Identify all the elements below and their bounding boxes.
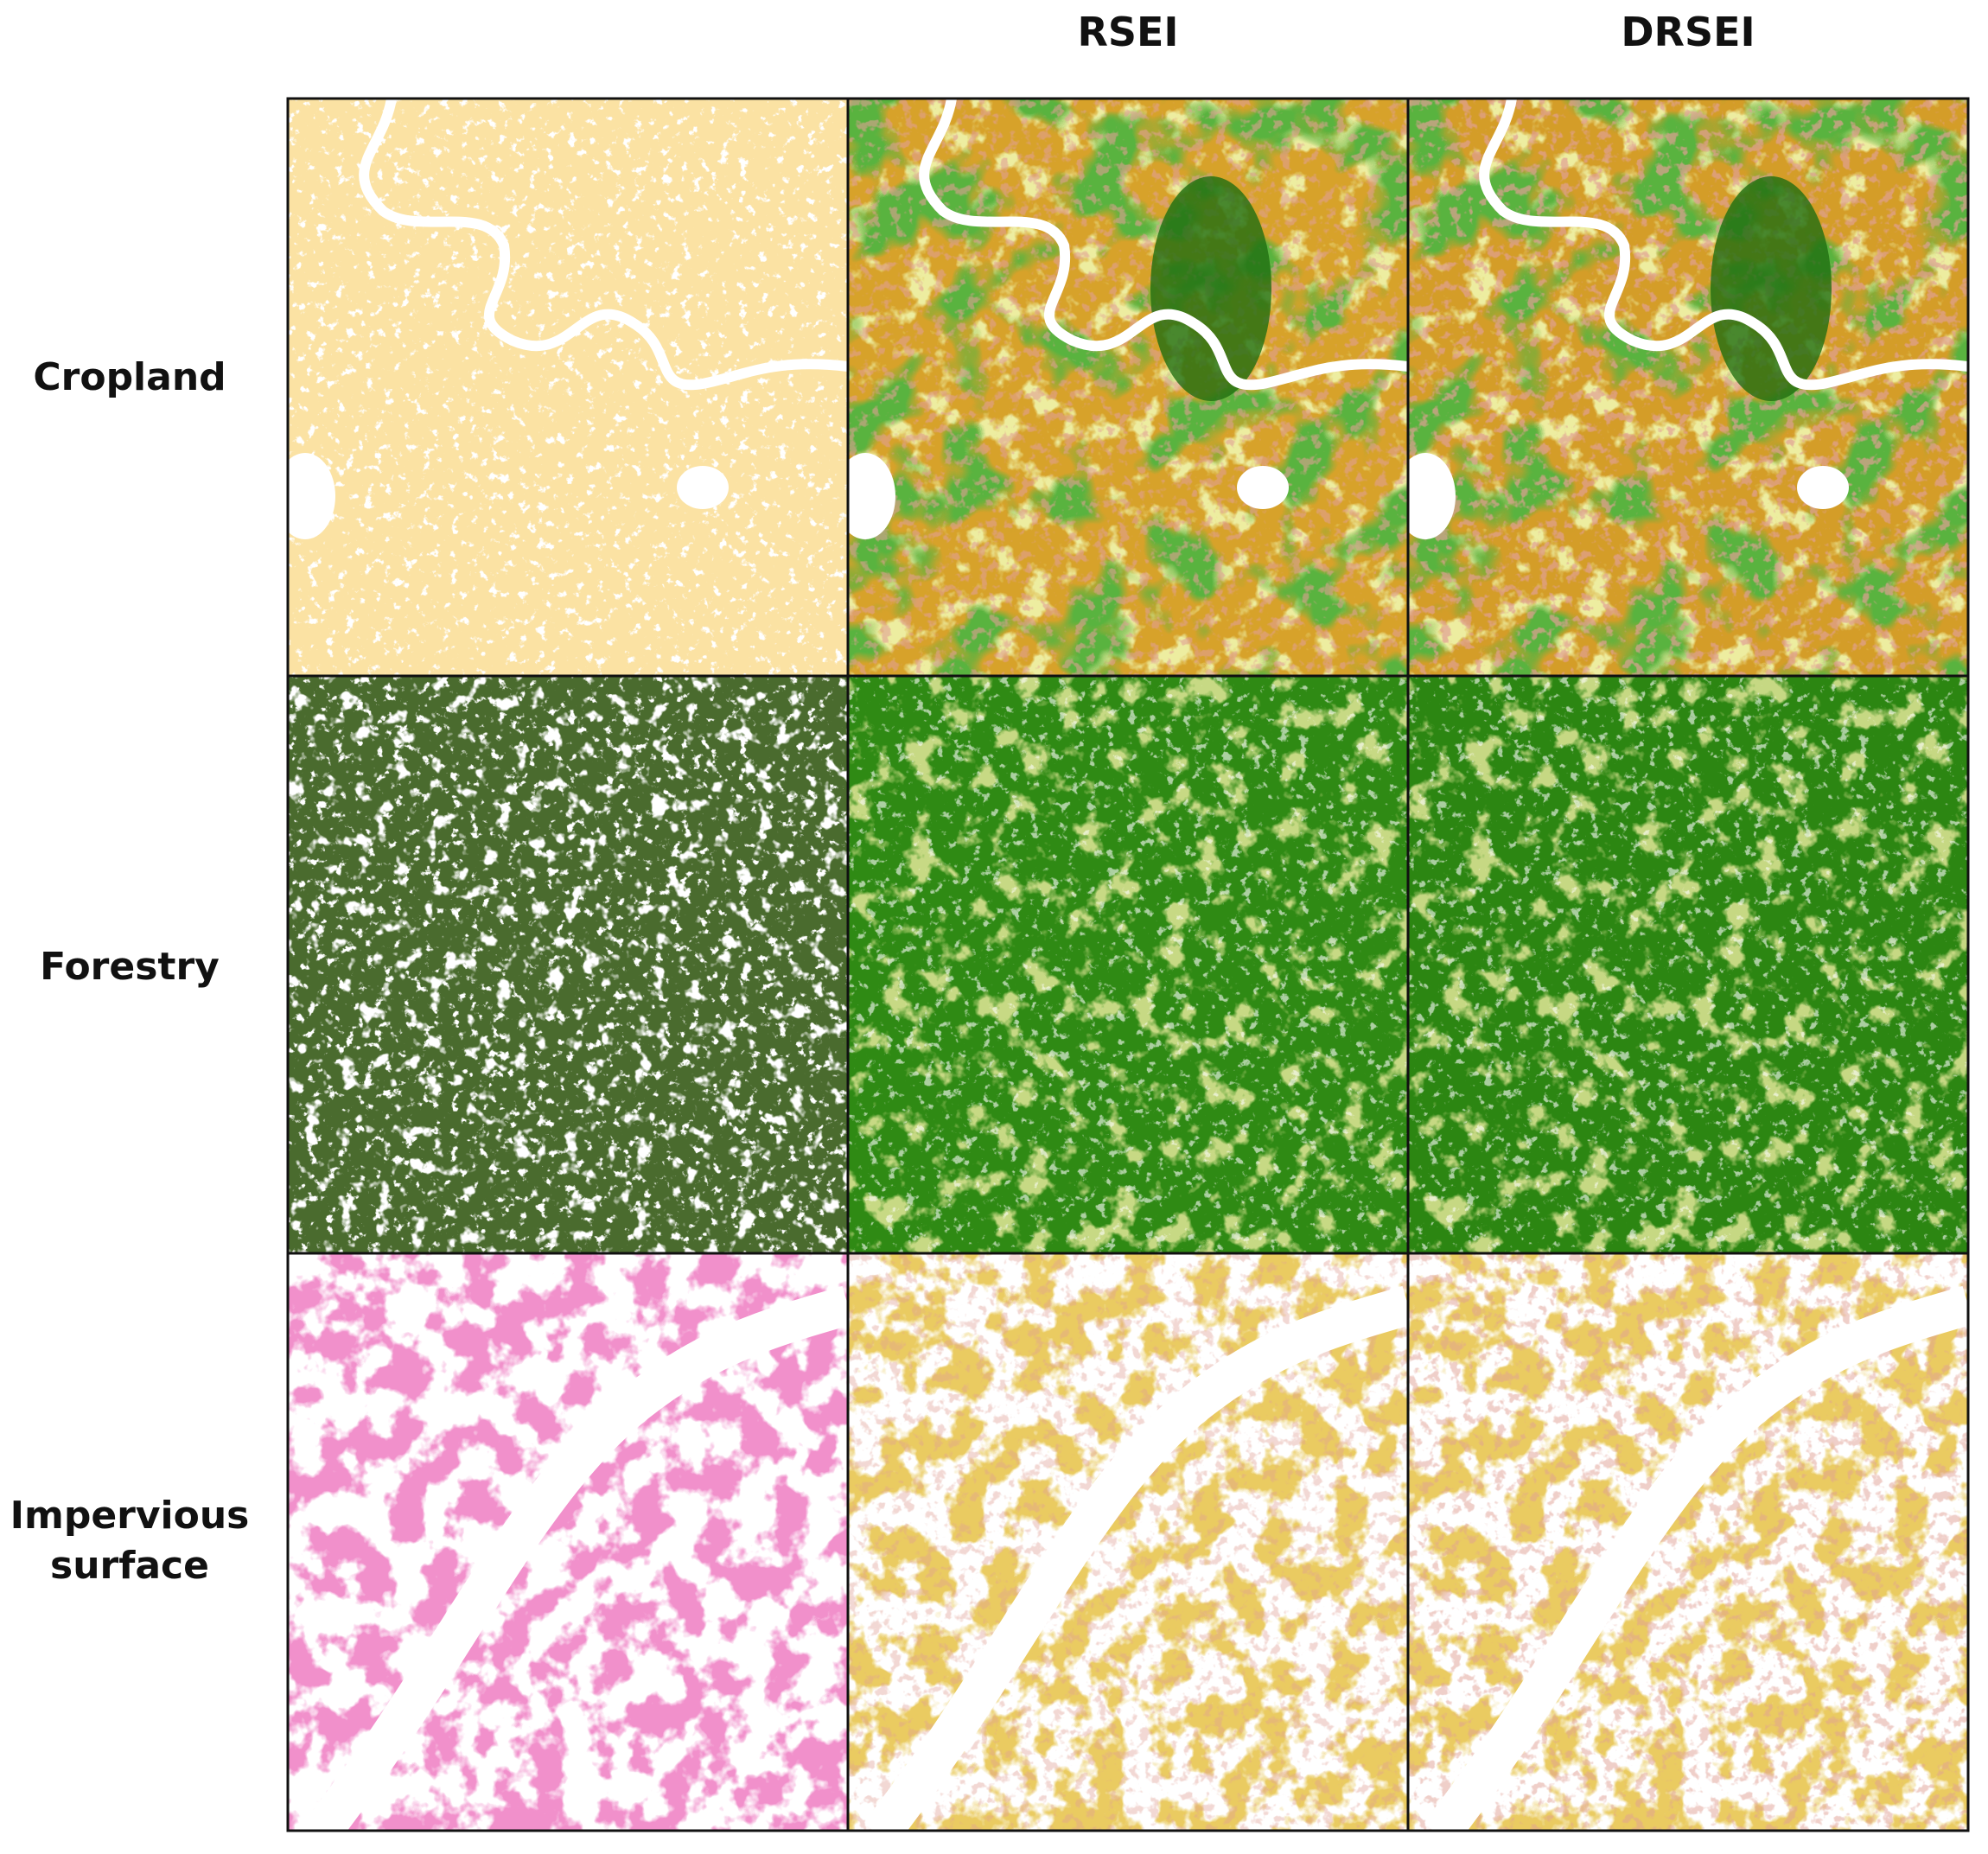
row-label: Impervious surface	[10, 1494, 250, 1588]
column-header: RSEI	[1077, 9, 1179, 55]
column-header: DRSEI	[1621, 9, 1755, 55]
impervious-rsei-map	[848, 1253, 1408, 1831]
impervious-drsei-map	[1408, 1253, 1968, 1831]
grid-frame	[286, 97, 1970, 1832]
forestry-drsei-map	[1408, 676, 1968, 1253]
row-label: Cropland	[33, 355, 226, 399]
cropland-map	[288, 99, 848, 676]
cropland-drsei-map	[1408, 99, 1968, 676]
row-label: Forestry	[40, 945, 220, 989]
cropland-rsei-map	[848, 99, 1408, 676]
forestry-map	[288, 676, 848, 1253]
impervious-map	[288, 1253, 848, 1831]
forestry-rsei-map	[848, 676, 1408, 1253]
